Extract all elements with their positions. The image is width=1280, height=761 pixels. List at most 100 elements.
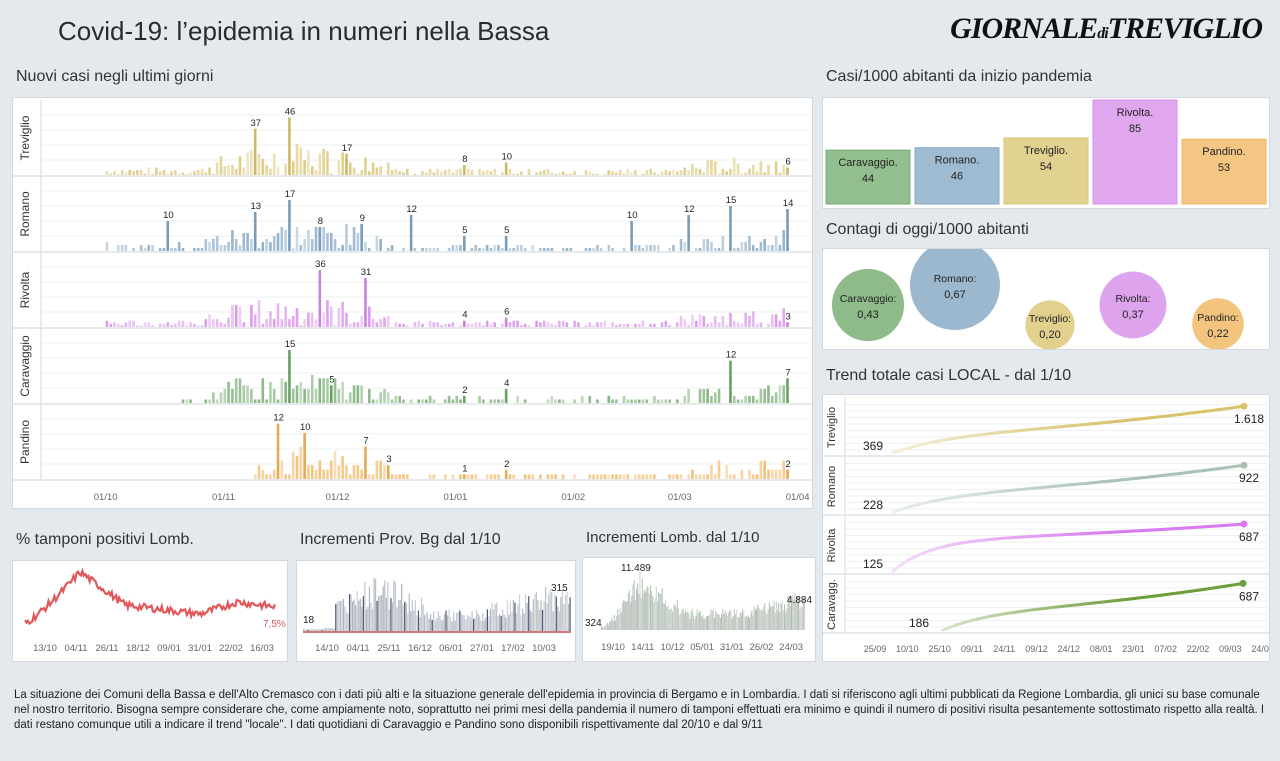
bar (147, 245, 151, 251)
bar (143, 173, 147, 175)
bar (223, 388, 227, 403)
bar (463, 236, 466, 251)
bar (782, 610, 784, 630)
bar (371, 608, 374, 631)
bar (322, 148, 325, 175)
bar (430, 614, 432, 631)
bar (337, 308, 341, 327)
bar (253, 399, 257, 403)
data-label: 14 (783, 198, 794, 209)
bar (725, 171, 728, 175)
data-label: 37 (251, 118, 262, 129)
bar (451, 399, 455, 403)
bar (177, 242, 181, 251)
x-tick-label: 05/01 (690, 642, 714, 653)
bar (798, 595, 799, 630)
bar (618, 170, 622, 175)
bar (683, 395, 687, 403)
bar (693, 615, 695, 630)
bar (770, 605, 772, 630)
row-label: Caravaggio (18, 335, 32, 397)
bar (630, 399, 633, 403)
bar (687, 611, 689, 630)
bar (516, 320, 519, 327)
bar (535, 172, 538, 175)
bar (425, 172, 428, 175)
bar (660, 171, 664, 175)
bar (314, 469, 318, 479)
positives-title: % tamponi positivi Lomb. (16, 531, 194, 548)
bar (120, 325, 124, 327)
x-tick-label: 18/12 (126, 643, 150, 654)
bar (280, 378, 284, 403)
bar (772, 606, 774, 630)
bar (276, 233, 280, 251)
bar (128, 170, 132, 175)
bar (786, 167, 789, 175)
bar (181, 320, 185, 327)
bar (614, 620, 616, 630)
bar (724, 610, 726, 630)
bar (538, 609, 541, 631)
bar (313, 629, 315, 631)
bar (554, 594, 556, 631)
bar (428, 248, 432, 251)
bar (433, 611, 435, 631)
bar (109, 323, 113, 327)
bar (603, 320, 607, 327)
bar (607, 624, 609, 630)
bar (755, 248, 759, 251)
bar (466, 474, 470, 479)
bar-category-label: Caravaggio. (838, 157, 897, 169)
bar (527, 168, 531, 175)
bar (796, 597, 798, 630)
bar (501, 248, 504, 251)
bar (151, 245, 154, 251)
bar (303, 629, 305, 631)
bar (485, 474, 489, 479)
bar (548, 595, 550, 631)
x-tick-label: 07/02 (1154, 644, 1177, 654)
bar (539, 171, 542, 175)
bar (620, 612, 622, 630)
bar (356, 385, 360, 403)
bar (497, 399, 500, 403)
bar (723, 614, 725, 630)
bar (625, 602, 627, 630)
bar (599, 474, 603, 479)
bar (615, 474, 618, 479)
bar (310, 239, 314, 251)
bar (421, 248, 424, 251)
x-tick-label: 10/10 (896, 644, 919, 654)
bar (747, 615, 749, 630)
bar (360, 170, 363, 175)
bar (607, 395, 611, 403)
bar (335, 603, 337, 631)
data-label: 7 (363, 436, 368, 447)
bar (353, 599, 355, 631)
bar (697, 613, 699, 630)
bar (795, 601, 797, 630)
trend-row: Treviglio 369 1.618 (823, 398, 1269, 457)
bar (512, 173, 516, 175)
bar (493, 474, 497, 479)
bar (269, 168, 272, 175)
bar (499, 614, 501, 631)
bar (641, 474, 645, 479)
trend-panel: Treviglio 369 1.618 Romano 228 922 Rivolta 125 6… (822, 394, 1274, 662)
bar (721, 613, 723, 630)
bar (655, 586, 657, 630)
bar (682, 608, 684, 630)
bar (517, 604, 519, 631)
bar (782, 308, 785, 327)
bar (310, 465, 314, 479)
bar (193, 171, 196, 175)
positives-chart: 7,5% 13/10 04/11 26/11 18/12 09/01 31/01 22/02 1… (24, 567, 286, 654)
bar (540, 600, 542, 631)
bar (717, 388, 721, 403)
bar (306, 629, 308, 631)
bar (398, 395, 401, 403)
data-label: 8 (318, 216, 323, 227)
bar (147, 322, 151, 327)
bar (641, 399, 645, 403)
